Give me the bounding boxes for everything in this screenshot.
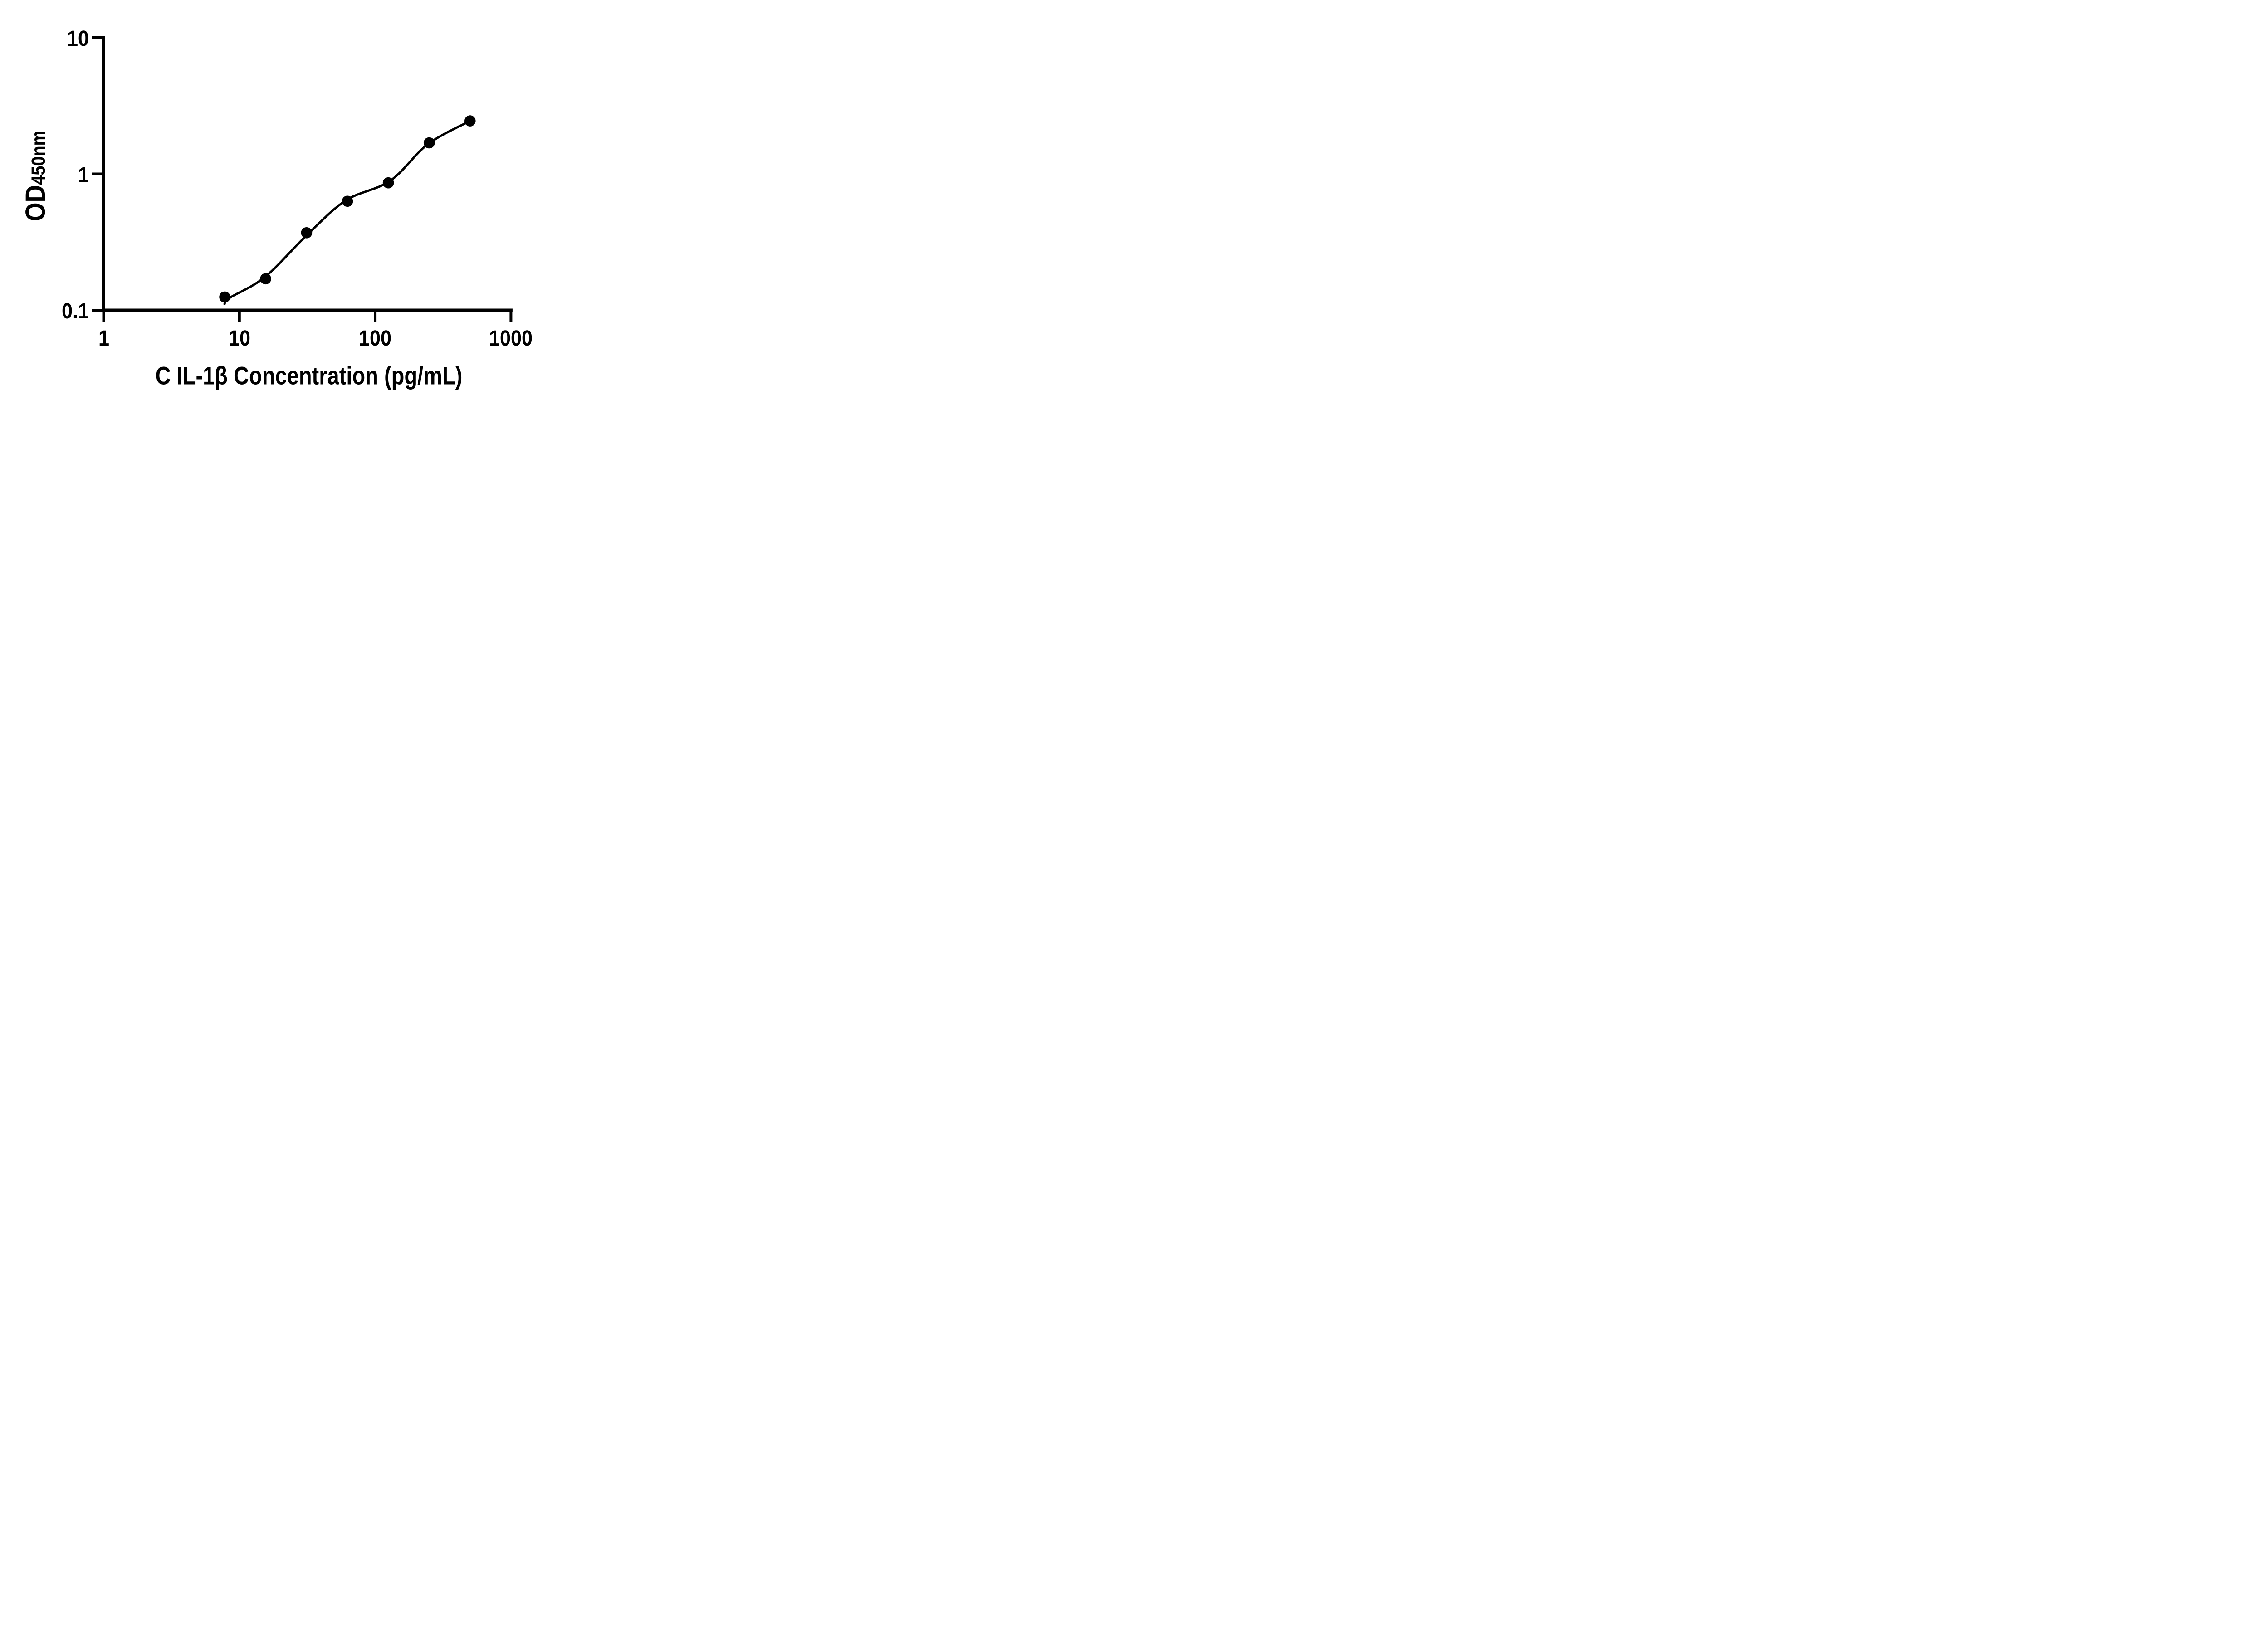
data-point [260, 273, 271, 285]
y-axis-title: OD450nm [20, 131, 51, 221]
data-point [423, 137, 435, 149]
y-tick-label: 10 [67, 26, 89, 51]
x-tick-label: 100 [359, 326, 392, 351]
data-point [301, 227, 313, 239]
plot-layer [219, 115, 476, 305]
y-tick-label: 1 [78, 163, 89, 187]
y-tick-label: 0.1 [61, 299, 89, 323]
data-point [342, 195, 353, 207]
data-point [219, 291, 230, 303]
y-axis-title-main: OD [20, 185, 51, 222]
x-tick-label: 1000 [489, 326, 533, 351]
x-axis-title: C IL-1β Concentration (pg/mL) [155, 361, 463, 390]
y-axis-title-subscript: 450nm [28, 130, 49, 185]
x-tick-label: 1 [98, 326, 109, 351]
data-point [382, 177, 394, 189]
data-point [464, 115, 476, 127]
chart-canvas [92, 36, 513, 322]
axes-layer [92, 36, 513, 322]
elisa-standard-curve-figure: 0.1 1 10 1 10 100 1000 OD450nm C IL-1β Concent… [0, 0, 573, 410]
x-tick-label: 10 [228, 326, 250, 351]
